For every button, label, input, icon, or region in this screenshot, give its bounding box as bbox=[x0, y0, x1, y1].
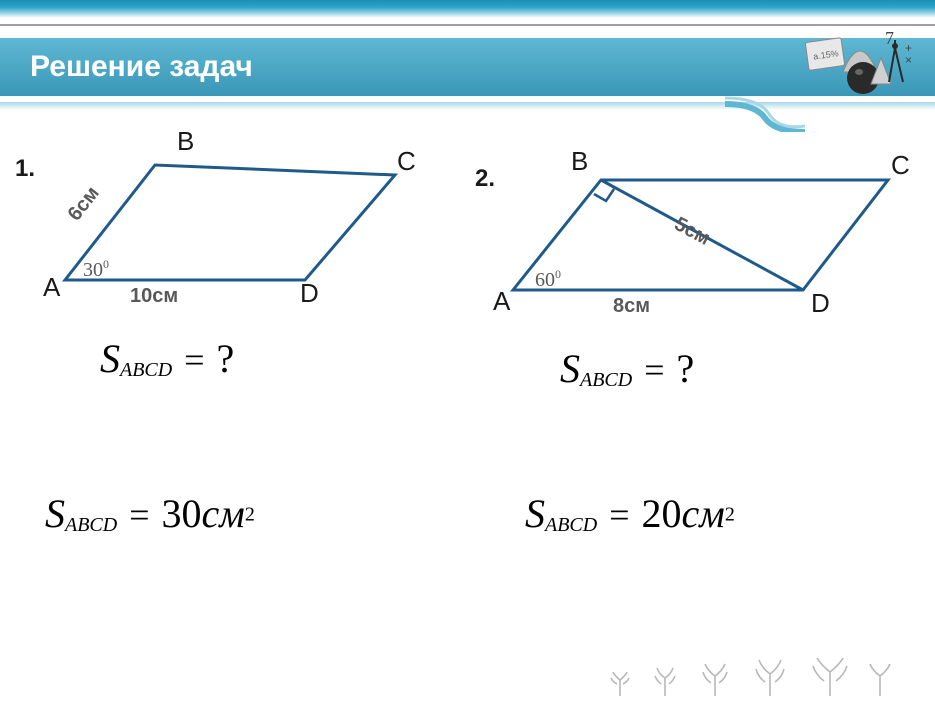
vertex-C2: C bbox=[891, 150, 910, 180]
answer-sub: ABCD bbox=[65, 514, 117, 536]
formula-rhs: ? bbox=[217, 336, 235, 381]
edge-AD-label-2: 8см bbox=[613, 295, 650, 317]
answer-unit: см bbox=[202, 491, 245, 536]
page-title: Решение задач bbox=[30, 50, 253, 84]
vertex-D2: D bbox=[811, 288, 830, 318]
angle-A-value: 300 bbox=[83, 257, 109, 281]
answer-sup-2: 2 bbox=[725, 504, 735, 526]
answer-S: S bbox=[45, 491, 65, 536]
formula-S: S bbox=[100, 336, 120, 381]
answer-S-2: S bbox=[525, 491, 545, 536]
vertex-A: A bbox=[43, 272, 61, 302]
formula-S-2: S bbox=[560, 346, 580, 391]
top-stripe bbox=[0, 0, 935, 18]
answer-eq-2: = bbox=[609, 495, 629, 535]
header-math-icons: a.15% 7 + × bbox=[805, 22, 915, 100]
problem-1-question: SABCD = ? bbox=[100, 335, 234, 382]
edge-BD-label: 5см bbox=[671, 213, 714, 250]
header-band: Решение задач bbox=[0, 38, 935, 96]
problem-2-answer: SABCD = 20см2 bbox=[525, 490, 735, 537]
answer-sub-2: ABCD bbox=[545, 514, 597, 536]
formula-rhs-2: ? bbox=[677, 346, 695, 391]
parallelogram-1 bbox=[65, 165, 395, 280]
vertex-C: C bbox=[397, 146, 416, 176]
answer-val: 30 bbox=[162, 491, 202, 536]
edge-AB-label: 6см bbox=[64, 182, 104, 225]
problem-2-number: 2. bbox=[475, 165, 495, 193]
problem-1-answer: SABCD = 30см2 bbox=[45, 490, 255, 537]
answer-val-2: 20 bbox=[642, 491, 682, 536]
problem-1-diagram: A B C D 6см 10см 300 bbox=[35, 120, 455, 315]
content-area: 1. A B C D 6см 10см 300 SABCD = ? SABCD … bbox=[0, 115, 935, 704]
answer-unit-2: см bbox=[682, 491, 725, 536]
footer-plant-deco bbox=[605, 658, 895, 696]
answer-sup: 2 bbox=[245, 504, 255, 526]
answer-eq: = bbox=[129, 495, 149, 535]
top-line bbox=[0, 24, 935, 26]
edge-AD-label: 10см bbox=[130, 285, 178, 307]
problem-2-question: SABCD = ? bbox=[560, 345, 694, 392]
vertex-D: D bbox=[300, 278, 319, 308]
formula-sub: ABCD bbox=[120, 359, 172, 381]
right-angle-marker bbox=[594, 189, 614, 201]
formula-sub-2: ABCD bbox=[580, 369, 632, 391]
formula-eq-2: = bbox=[644, 350, 664, 390]
vertex-A2: A bbox=[493, 286, 511, 316]
vertex-B: B bbox=[177, 126, 194, 156]
vertex-B2: B bbox=[571, 146, 588, 176]
svg-text:×: × bbox=[905, 53, 912, 67]
angle-A2-value: 600 bbox=[535, 267, 561, 291]
problem-2-diagram: A B C D 5см 8см 600 bbox=[493, 120, 933, 325]
formula-eq: = bbox=[184, 340, 204, 380]
problem-1-number: 1. bbox=[15, 155, 35, 183]
